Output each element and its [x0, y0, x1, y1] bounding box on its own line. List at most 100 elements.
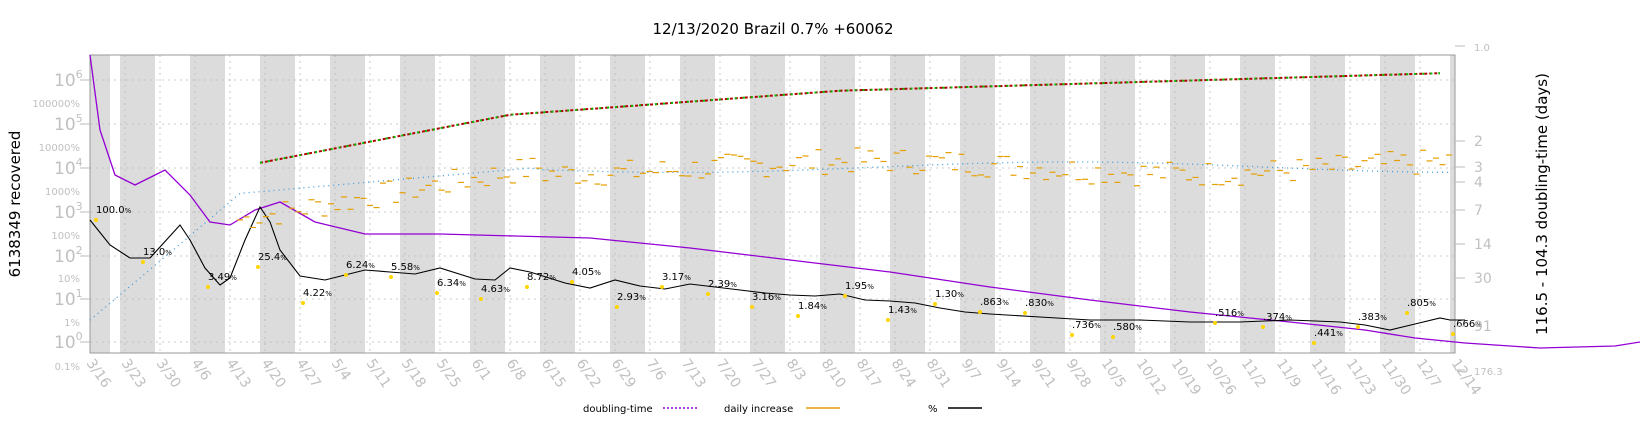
percent-label: .666% [1453, 319, 1482, 330]
percent-label: 6.24% [346, 260, 375, 271]
y-tick-percent: 10000% [39, 143, 80, 154]
week-band [1170, 55, 1205, 353]
y-tick-right: 3 [1474, 160, 1483, 176]
x-tick-label: 4/6 [188, 356, 214, 384]
percent-point [1213, 321, 1217, 325]
x-tick-label: 10/5 [1098, 356, 1129, 391]
y-tick-right: 1.0 [1474, 43, 1490, 54]
y-tick-count: 100 [54, 330, 83, 353]
percent-point [1451, 332, 1455, 336]
week-band [260, 55, 295, 353]
percent-point [978, 310, 982, 314]
x-tick-label: 6/1 [468, 356, 494, 384]
y-tick-count: 104 [54, 156, 83, 179]
percent-point [1405, 311, 1409, 315]
percent-point [206, 285, 210, 289]
percent-point [796, 314, 800, 318]
legend-label: daily increase [724, 404, 793, 415]
x-tick-label: 12/7 [1413, 356, 1444, 391]
percent-point [706, 292, 710, 296]
x-tick-label: 6/15 [538, 356, 569, 391]
y-tick-percent: 100% [51, 231, 80, 242]
x-tick-label: 10/19 [1168, 356, 1204, 398]
x-tick-label: 7/6 [643, 356, 669, 384]
legend: doubling-time daily increase% [583, 404, 982, 415]
percent-label: .580% [1113, 322, 1142, 333]
percent-label: .736% [1072, 320, 1101, 331]
percent-point [256, 265, 260, 269]
percent-label: 1.43% [888, 305, 917, 316]
percent-point [1312, 341, 1316, 345]
y-tick-right: 7 [1474, 203, 1483, 219]
week-band [1240, 55, 1275, 353]
x-tick-label: 6/22 [573, 356, 604, 391]
plot-area [89, 54, 1456, 354]
x-tick-label: 11/9 [1273, 356, 1304, 391]
week-band [470, 55, 505, 353]
percent-point [479, 297, 483, 301]
x-tick-label: 3/16 [83, 356, 114, 391]
percent-point [615, 305, 619, 309]
x-tick-label: 5/18 [398, 356, 429, 391]
x-tick-label: 3/30 [153, 356, 184, 391]
week-band [820, 55, 855, 353]
percent-point [435, 291, 439, 295]
recovered-curve [259, 72, 1441, 164]
percent-label: 3.17% [662, 272, 691, 283]
x-tick-label: 8/3 [783, 356, 809, 384]
y-axis-left: 100 101 102 103 104 105 106 0.1% 1% 10% 100% 1000% 1… [32, 68, 90, 373]
x-tick-label: 3/23 [118, 356, 149, 391]
week-band [90, 55, 110, 353]
percent-point [141, 260, 145, 264]
percent-curve [89, 205, 1465, 331]
x-tick-label: 9/28 [1063, 356, 1094, 391]
percent-point [886, 318, 890, 322]
x-tick-label: 7/27 [748, 356, 779, 391]
y-tick-percent: 1% [64, 318, 80, 329]
percent-point [389, 275, 393, 279]
percent-label: 4.63% [481, 284, 510, 295]
x-tick-label: 6/29 [608, 356, 639, 391]
week-band [330, 55, 365, 353]
y-tick-right: 14 [1474, 237, 1492, 253]
percent-point [933, 302, 937, 306]
week-band [1380, 55, 1415, 353]
percent-label: .441% [1314, 328, 1343, 339]
percent-point [750, 305, 754, 309]
percent-label: 1.30% [935, 289, 964, 300]
percent-label: .383% [1358, 312, 1387, 323]
percent-label: 1.95% [845, 281, 874, 292]
percent-point [1111, 335, 1115, 339]
x-tick-label: 4/13 [223, 356, 254, 391]
x-tick-label: 7/13 [678, 356, 709, 391]
y-tick-percent: 100000% [32, 99, 80, 110]
x-tick-label: 5/4 [328, 356, 354, 384]
percent-label: 3.16% [752, 292, 781, 303]
percent-point [1261, 325, 1265, 329]
y-axis-right: 1.0 2 34 7 14 30 91 176.3 [1455, 43, 1503, 378]
y-axis-right-title: 116.5 - 104.3 doubling-time (days) [1533, 73, 1551, 335]
percent-point [843, 294, 847, 298]
week-band [680, 55, 715, 353]
week-band [1030, 55, 1065, 353]
x-tick-label: 8/24 [888, 356, 919, 391]
week-band [1310, 55, 1345, 353]
x-tick-label: 5/11 [363, 356, 394, 391]
legend-label: doubling-time [583, 404, 653, 415]
percent-point [570, 280, 574, 284]
y-tick-count: 106 [54, 68, 83, 91]
percent-point [1023, 311, 1027, 315]
doubling-time-curve [89, 54, 1640, 349]
weekend-bands [90, 55, 1455, 353]
percent-label: .830% [1025, 298, 1054, 309]
x-tick-label: 7/20 [713, 356, 744, 391]
legend-label: % [928, 404, 938, 415]
percent-label: 2.93% [617, 292, 646, 303]
week-band [400, 55, 435, 353]
chart-title: 12/13/2020 Brazil 0.7% +60062 [652, 20, 893, 38]
percent-point [1070, 333, 1074, 337]
x-tick-label: 8/17 [853, 356, 884, 391]
y-tick-percent: 0.1% [55, 362, 80, 373]
week-band [960, 55, 995, 353]
y-tick-percent: 10% [58, 274, 80, 285]
